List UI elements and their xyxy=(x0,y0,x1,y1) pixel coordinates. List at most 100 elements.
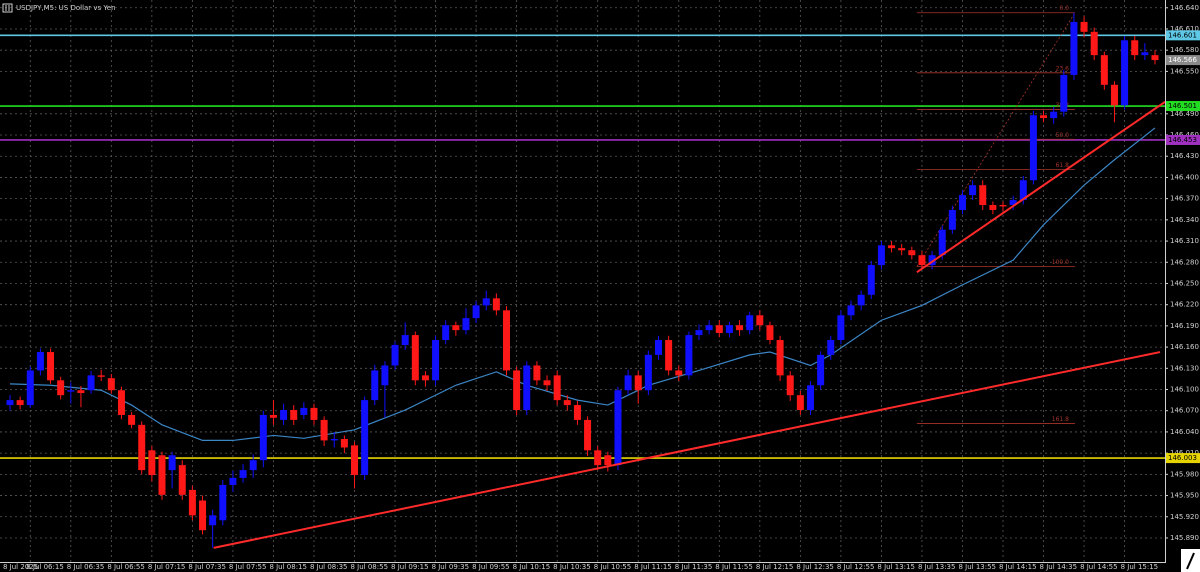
candle-body xyxy=(796,395,804,411)
x-tick-label: 8 Jul 08:55 xyxy=(351,563,389,571)
candle-body xyxy=(715,325,723,333)
candle-body xyxy=(563,400,571,406)
x-tick-label: 8 Jul 11:35 xyxy=(675,563,713,571)
price-tag-label: 146.003 xyxy=(1168,454,1197,462)
candle-body xyxy=(138,424,146,471)
y-tick-label: 145.980 xyxy=(1170,470,1199,478)
candle-body xyxy=(999,205,1007,207)
candle-body xyxy=(1110,84,1118,106)
candle-body xyxy=(452,325,460,331)
candle-body xyxy=(675,370,683,376)
candle-body xyxy=(1009,200,1017,206)
candle-body xyxy=(573,405,581,420)
y-tick-label: 145.920 xyxy=(1170,513,1199,521)
x-tick-label: 8 Jul 08:35 xyxy=(310,563,348,571)
x-tick-label: 8 Jul 10:35 xyxy=(553,563,591,571)
x-tick-label: 8 Jul 08:15 xyxy=(269,563,307,571)
candle-body xyxy=(117,390,125,415)
candle-body xyxy=(1060,74,1068,112)
candle-body xyxy=(87,375,95,391)
y-tick-label: 146.130 xyxy=(1170,364,1199,372)
candle-body xyxy=(57,380,65,396)
y-tick-label: 146.370 xyxy=(1170,195,1199,203)
candle-body xyxy=(1090,31,1098,56)
candle-body xyxy=(340,438,348,448)
x-tick-label: 8 Jul 06:35 xyxy=(67,563,105,571)
candle-body xyxy=(178,465,186,495)
candle-body xyxy=(320,419,328,441)
candle-body xyxy=(219,484,227,521)
candle-body xyxy=(269,414,277,418)
price-tag xyxy=(1166,453,1200,464)
x-tick-label: 8 Jul 11:55 xyxy=(715,563,753,571)
candle-body xyxy=(948,209,956,230)
price-tag-label: 146.601 xyxy=(1168,31,1197,39)
x-tick-label: 8 Jul 11:15 xyxy=(634,563,672,571)
candle-body xyxy=(16,400,24,406)
x-tick-label: 8 Jul 09:35 xyxy=(432,563,470,571)
candle-body xyxy=(614,390,622,466)
y-tick-label: 146.400 xyxy=(1170,173,1199,181)
candle-body xyxy=(695,330,703,336)
y-tick-label: 146.640 xyxy=(1170,4,1199,12)
candle-body xyxy=(209,515,217,526)
candle-body xyxy=(239,470,247,478)
y-tick-label: 145.950 xyxy=(1170,492,1199,500)
candle-body xyxy=(482,298,490,306)
candle-body xyxy=(391,344,399,366)
candle-body xyxy=(938,229,946,256)
x-tick-label: 8 Jul 14:35 xyxy=(1040,563,1078,571)
candle-body xyxy=(361,400,369,476)
candle-body xyxy=(837,315,845,341)
price-tag xyxy=(1166,30,1200,41)
candle-body xyxy=(979,185,987,206)
candle-body xyxy=(97,375,105,377)
fib-label: 61.8 xyxy=(1056,162,1070,169)
candle-body xyxy=(604,455,612,466)
candle-body xyxy=(1151,55,1159,61)
candle-body xyxy=(290,410,298,420)
candle-body xyxy=(705,325,713,331)
x-tick-label: 8 Jul 13:15 xyxy=(877,563,915,571)
y-tick-label: 146.160 xyxy=(1170,343,1199,351)
candle-body xyxy=(472,305,480,319)
chart-title: USDJPY,M5: US Dollar vs Yen xyxy=(16,4,116,12)
y-tick-label: 146.610 xyxy=(1170,25,1199,33)
candle-body xyxy=(1029,115,1037,181)
fib-label: 161.8 xyxy=(1052,416,1069,423)
candle-body xyxy=(543,380,551,386)
candle-body xyxy=(857,294,865,306)
candle-body xyxy=(381,365,389,386)
candle-body xyxy=(776,340,784,376)
x-tick-label: 8 Jul 15:15 xyxy=(1121,563,1159,571)
y-tick-label: 146.100 xyxy=(1170,386,1199,394)
candle-body xyxy=(188,489,196,516)
candle-body xyxy=(523,365,531,411)
y-tick-label: 146.220 xyxy=(1170,301,1199,309)
symbol-icon xyxy=(2,3,13,13)
candle-body xyxy=(888,245,896,249)
x-tick-label: 8 Jul 10:55 xyxy=(594,563,632,571)
candle-body xyxy=(249,460,257,471)
candle-body xyxy=(644,354,652,391)
x-tick-label: 8 Jul 2025 xyxy=(3,563,38,571)
price-tag xyxy=(1166,55,1200,66)
candle-body xyxy=(634,375,642,391)
y-tick-label: 146.310 xyxy=(1170,237,1199,245)
price-tag xyxy=(1166,101,1200,112)
candle-body xyxy=(806,385,814,411)
candle-body xyxy=(128,414,136,425)
fib-label: 23.6 xyxy=(1056,65,1070,72)
candle-body xyxy=(26,370,34,406)
candle-body xyxy=(594,450,602,466)
x-tick-label: 8 Jul 06:15 xyxy=(26,563,64,571)
candle-body xyxy=(1100,55,1108,85)
x-tick-label: 8 Jul 13:55 xyxy=(958,563,996,571)
candle-body xyxy=(654,340,662,355)
candle-body xyxy=(229,477,237,485)
y-tick-label: 146.190 xyxy=(1170,322,1199,330)
candle-body xyxy=(168,455,176,471)
candle-body xyxy=(503,310,511,371)
x-tick-label: 8 Jul 12:35 xyxy=(796,563,834,571)
